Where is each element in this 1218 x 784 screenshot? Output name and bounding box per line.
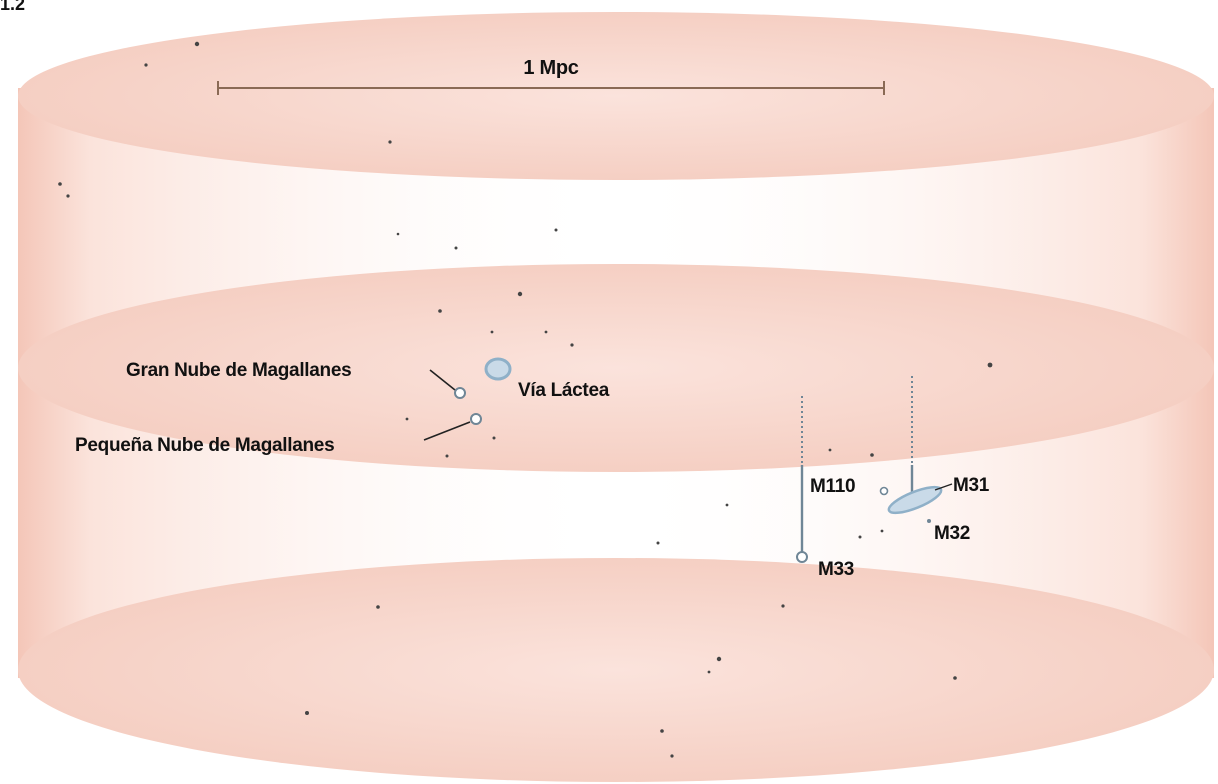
star [987,362,993,368]
top-disk [18,12,1214,180]
star [828,448,832,452]
star [725,503,729,507]
star [870,453,874,457]
star [544,330,548,334]
star [554,228,558,232]
star [858,535,862,539]
star [396,232,400,236]
milky-way-marker [484,357,512,381]
m32-label: M32 [934,523,970,544]
star [438,309,442,313]
m110-marker [879,486,889,496]
smc-label: Pequeña Nube de Magallanes [75,435,334,456]
m33-label: M33 [818,559,854,580]
star [144,63,148,67]
background-stars [58,41,993,758]
star [305,711,309,715]
milky-way-label: Vía Láctea [518,380,610,401]
scale-label: 1 Mpc [523,57,578,79]
star [707,670,711,674]
star [58,182,62,186]
star [570,343,574,347]
star [656,541,660,545]
smc-marker [423,413,482,441]
m31-marker [887,376,953,515]
star [376,605,380,609]
star [716,656,722,662]
star [880,529,884,533]
star [492,436,496,440]
star [660,729,664,733]
m32-marker [927,519,931,523]
star [388,140,392,144]
figure-number: 1.2 [0,0,26,14]
star [66,194,70,198]
star [517,291,523,297]
m110-label: M110 [810,476,855,497]
middle-disk [18,264,1214,472]
star [405,417,409,421]
star [445,454,449,458]
star [490,330,494,334]
star [781,604,785,608]
star [670,754,674,758]
m31-label: M31 [953,475,990,496]
star [194,41,200,47]
lmc-marker [429,369,466,399]
m33-marker [796,396,808,563]
lmc-label: Gran Nube de Magallanes [126,360,351,381]
star [953,676,957,680]
scale-bar [217,81,885,95]
star [454,246,458,250]
bottom-disk [18,558,1214,782]
